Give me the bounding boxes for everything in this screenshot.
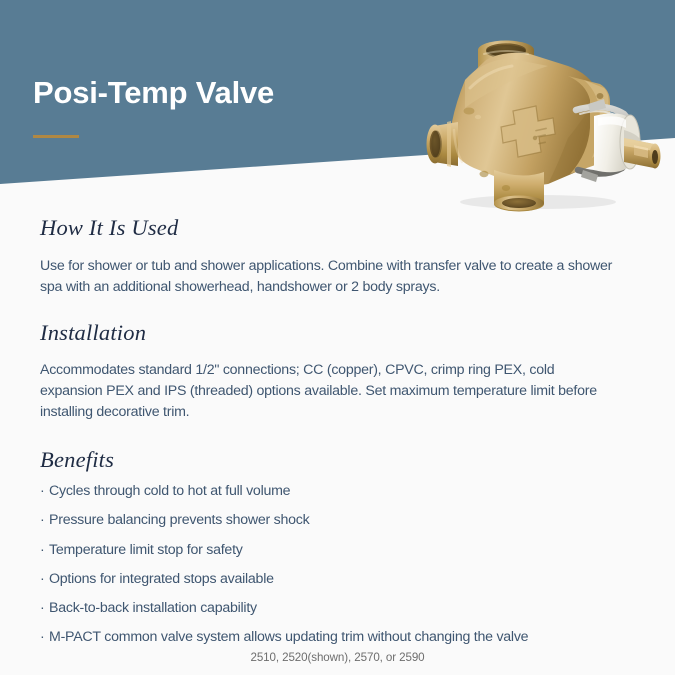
model-number-caption: 2510, 2520(shown), 2570, or 2590 [250, 651, 425, 664]
section-body-installation: Accommodates standard 1/2" connections; … [40, 361, 597, 420]
benefits-list: · Cycles through cold to hot at full vol… [40, 484, 635, 645]
section-benefits: Benefits · Cycles through cold to hot at… [0, 446, 675, 646]
section-body-how-it-is-used: Use for shower or tub and shower applica… [40, 257, 613, 295]
list-item: · Options for integrated stops available [40, 570, 635, 588]
section-installation: Installation Accommodates standard 1/2" … [0, 319, 675, 423]
list-item-label: M-PACT common valve system allows updati… [49, 628, 529, 645]
list-item: · Cycles through cold to hot at full vol… [40, 484, 635, 500]
list-item: · Temperature limit stop for safety [40, 541, 635, 559]
gold-accent-rule [33, 135, 79, 138]
page-title: Posi-Temp Valve [33, 75, 275, 110]
list-item-label: Options for integrated stops available [49, 570, 274, 587]
section-heading-installation: Installation [40, 319, 147, 345]
list-item: · M-PACT common valve system allows upda… [40, 628, 635, 646]
list-item-label: Back-to-back installation capability [49, 599, 257, 616]
list-item: · Back-to-back installation capability [40, 599, 635, 617]
content-area: How It Is Used Use for shower or tub and… [0, 200, 675, 659]
product-image-valve [418, 18, 663, 213]
bullet-dot-icon: · [40, 628, 45, 645]
list-item-label: Pressure balancing prevents shower shock [49, 512, 310, 529]
bullet-dot-icon: · [40, 599, 45, 616]
bullet-dot-icon: · [40, 512, 45, 529]
list-item-label: Temperature limit stop for safety [49, 541, 243, 558]
list-item: · Pressure balancing prevents shower sho… [40, 513, 635, 529]
section-heading-benefits: Benefits [40, 446, 115, 472]
section-heading-how-it-is-used: How It Is Used [40, 215, 179, 240]
bullet-dot-icon: · [40, 541, 45, 558]
section-how-it-is-used: How It Is Used Use for shower or tub and… [0, 215, 675, 298]
bullet-dot-icon: · [40, 570, 45, 587]
list-item-label: Cycles through cold to hot at full volum… [49, 483, 291, 500]
bullet-dot-icon: · [40, 483, 45, 500]
